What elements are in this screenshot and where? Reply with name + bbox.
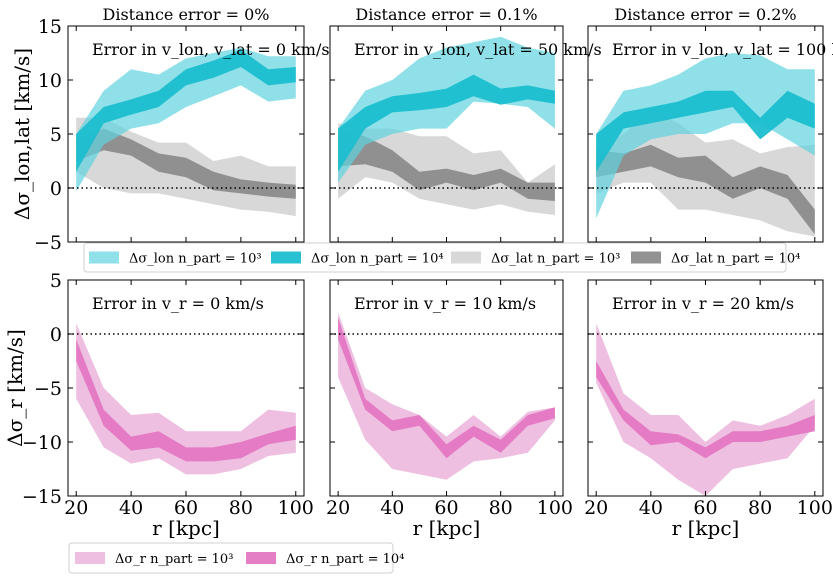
panel-annotation: Error in v_r = 0 km/s bbox=[92, 294, 264, 313]
xtick-label: 20 bbox=[326, 497, 350, 519]
legend-swatch bbox=[246, 552, 276, 564]
band-lon_dark bbox=[338, 74, 555, 172]
ytick-label: 0 bbox=[50, 324, 62, 346]
xtick-label: 100 bbox=[278, 497, 314, 519]
panel-title: Distance error = 0% bbox=[103, 5, 270, 24]
xtick-label: 100 bbox=[797, 497, 833, 519]
legend-label: Δσ_lat n_part = 10⁴ bbox=[671, 252, 800, 267]
band-lon_dark bbox=[596, 90, 815, 172]
panel-title: Distance error = 0.1% bbox=[355, 5, 537, 24]
ytick-label: 5 bbox=[50, 270, 62, 292]
ytick-label: −5 bbox=[34, 378, 62, 400]
panel-annotation: Error in v_lon, v_lat = 100 km/s bbox=[612, 40, 833, 59]
ytick-label: 15 bbox=[38, 16, 62, 38]
band-lat_dark bbox=[76, 128, 296, 199]
xtick-label: 20 bbox=[584, 497, 608, 519]
ytick-label: 5 bbox=[50, 124, 62, 146]
legend-box bbox=[68, 542, 394, 574]
panel-1-1 bbox=[76, 47, 296, 217]
xtick-label: 80 bbox=[489, 497, 513, 519]
legend-label: Δσ_r n_part = 10³ bbox=[115, 552, 233, 567]
y-axis-label: Δσ_r [km/s] bbox=[3, 329, 27, 447]
legend-swatch bbox=[89, 251, 119, 264]
xtick-label: 20 bbox=[64, 497, 88, 519]
band-lon_light bbox=[76, 47, 296, 192]
panel-2-1 bbox=[76, 323, 296, 475]
ytick-label: −10 bbox=[22, 432, 62, 454]
xtick-label: 60 bbox=[174, 497, 198, 519]
band-lon_dark bbox=[76, 49, 296, 172]
band-r_dark bbox=[596, 361, 815, 459]
panel-annotation: Error in v_r = 20 km/s bbox=[612, 294, 794, 313]
panel-1-3 bbox=[596, 53, 815, 237]
legend-label: Δσ_lon n_part = 10⁴ bbox=[311, 252, 444, 267]
panel-annotation: Error in v_r = 10 km/s bbox=[354, 294, 536, 313]
legend-swatch bbox=[631, 251, 661, 264]
ytick-label: −5 bbox=[34, 232, 62, 254]
band-r_light bbox=[338, 312, 555, 480]
legend-label: Δσ_lat n_part = 10³ bbox=[491, 252, 620, 267]
legend-label: Δσ_lon n_part = 10³ bbox=[129, 252, 262, 267]
legend-box bbox=[83, 242, 787, 273]
legend-swatch bbox=[451, 251, 481, 264]
x-axis-label: r [kpc] bbox=[152, 516, 220, 540]
xtick-label: 60 bbox=[693, 497, 717, 519]
ytick-label: 0 bbox=[50, 178, 62, 200]
xtick-label: 40 bbox=[380, 497, 404, 519]
xtick-label: 80 bbox=[229, 497, 253, 519]
band-r_light bbox=[596, 323, 815, 496]
legend-swatch bbox=[75, 552, 105, 564]
panel-annotation: Error in v_lon, v_lat = 50 km/s bbox=[354, 40, 602, 59]
band-lon_light bbox=[596, 53, 815, 219]
xtick-label: 40 bbox=[639, 497, 663, 519]
x-axis-label: r [kpc] bbox=[672, 516, 740, 540]
legend-label: Δσ_r n_part = 10⁴ bbox=[286, 552, 404, 567]
band-r_dark bbox=[338, 317, 555, 459]
y-axis-label: Δσ_lon,lat [km/s] bbox=[10, 48, 34, 220]
xtick-label: 40 bbox=[119, 497, 143, 519]
xtick-label: 100 bbox=[537, 497, 573, 519]
band-lon_light bbox=[338, 36, 555, 183]
band-lat_dark bbox=[596, 144, 815, 235]
ytick-label: 10 bbox=[38, 70, 62, 92]
panel-2-2 bbox=[338, 312, 555, 480]
panel-title: Distance error = 0.2% bbox=[614, 5, 796, 24]
panel-1-2 bbox=[338, 36, 555, 215]
panel-annotation: Error in v_lon, v_lat = 0 km/s bbox=[92, 40, 330, 59]
xtick-label: 80 bbox=[748, 497, 772, 519]
ytick-label: −15 bbox=[22, 486, 62, 508]
legend-swatch bbox=[271, 251, 301, 264]
xtick-label: 60 bbox=[434, 497, 458, 519]
panel-2-3 bbox=[596, 323, 815, 496]
x-axis-label: r [kpc] bbox=[413, 516, 481, 540]
